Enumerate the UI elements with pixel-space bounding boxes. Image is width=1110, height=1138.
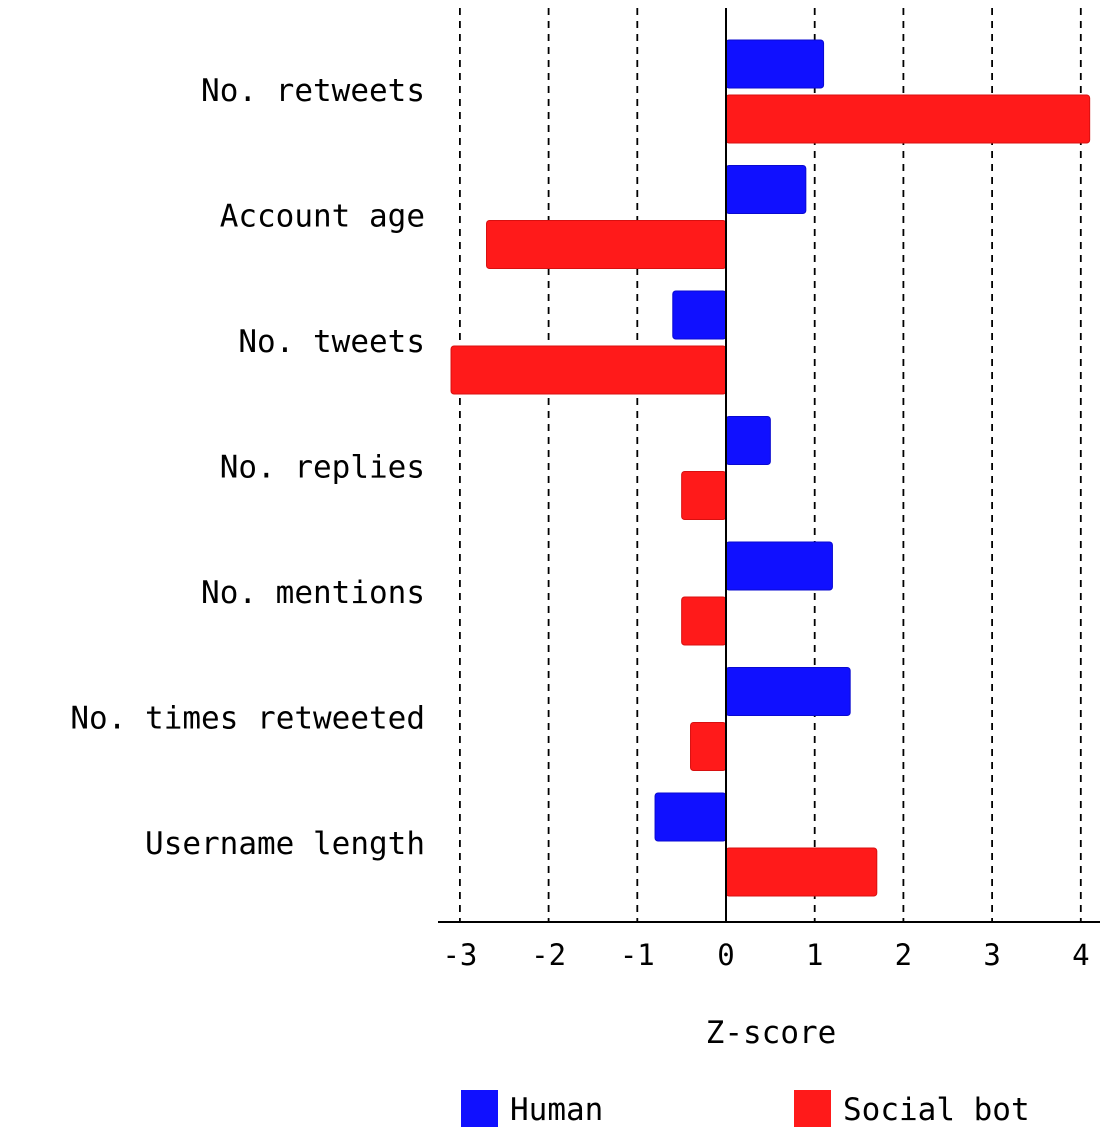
bar-human — [725, 416, 771, 465]
bar-social-bot — [681, 471, 727, 520]
category-label: No. replies — [220, 450, 425, 486]
x-axis-title: Z-score — [706, 1015, 837, 1051]
bar-human — [725, 541, 833, 591]
bar-social-bot — [681, 596, 727, 646]
bars — [450, 39, 1091, 897]
bar-human — [725, 39, 825, 89]
category-label: Account age — [220, 199, 425, 235]
bar-social-bot — [450, 345, 727, 395]
x-tick-label: -1 — [620, 938, 655, 972]
bar-social-bot — [690, 722, 727, 771]
bar-social-bot — [486, 220, 727, 269]
grid-lines — [458, 8, 1082, 922]
category-label: No. tweets — [238, 324, 425, 360]
legend-label-social-bot: Social bot — [843, 1092, 1030, 1128]
axes — [438, 8, 1100, 923]
category-label: No. mentions — [201, 575, 425, 611]
bar-human — [672, 290, 727, 340]
bar-social-bot — [725, 94, 1091, 144]
category-label: No. retweets — [201, 73, 425, 109]
x-tick-label: 4 — [1072, 938, 1089, 972]
tick-labels: -3 -2 -1 0 1 2 3 4 — [442, 938, 1089, 972]
x-tick-label: 1 — [806, 938, 823, 972]
category-label: No. times retweeted — [70, 701, 425, 737]
legend-swatch-human — [461, 1090, 498, 1127]
x-tick-label: -3 — [442, 938, 477, 972]
bar-human — [725, 165, 807, 214]
legend-swatch-social-bot — [794, 1090, 831, 1127]
x-tick-label: -2 — [531, 938, 566, 972]
bar-human — [654, 792, 727, 842]
bar-human — [725, 667, 851, 716]
category-label: Username length — [145, 826, 425, 862]
category-labels: No. retweets Account age No. tweets No. rep… — [70, 73, 425, 862]
legend-label-human: Human — [510, 1092, 603, 1128]
bar-social-bot — [725, 847, 878, 897]
x-tick-label: 0 — [717, 938, 734, 972]
x-tick-label: 2 — [895, 938, 912, 972]
legend: Human Social bot — [461, 1090, 1030, 1128]
x-tick-label: 3 — [983, 938, 1000, 972]
